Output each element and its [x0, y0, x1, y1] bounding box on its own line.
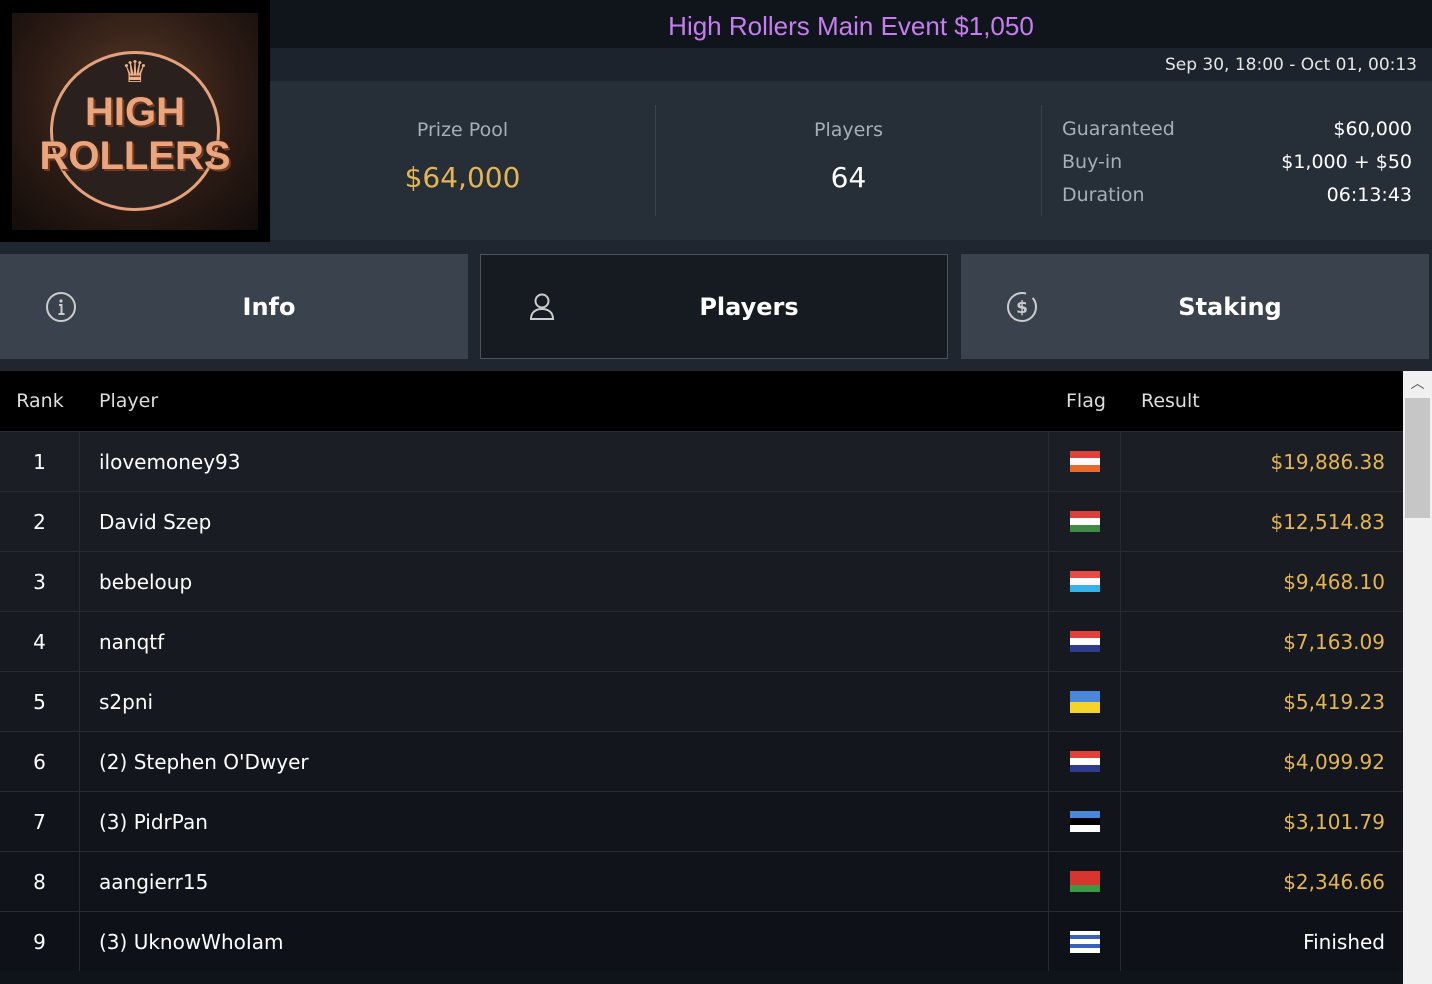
flag-cell: [1049, 792, 1121, 851]
title-bar: High Rollers Main Event $1,050: [270, 0, 1432, 48]
info-icon: [46, 291, 76, 322]
flag-cell: [1049, 912, 1121, 971]
tournament-dates: Sep 30, 18:00 - Oct 01, 00:13: [270, 48, 1432, 81]
detail-value: $60,000: [1333, 118, 1412, 140]
country-flag-icon: [1069, 510, 1100, 533]
country-flag-icon: [1069, 930, 1100, 953]
result-cell: $7,163.09: [1283, 630, 1385, 654]
scrollbar[interactable]: ︿: [1403, 371, 1432, 984]
country-flag-icon: [1069, 750, 1100, 773]
players-table: Rank Player Flag Result 1 ilovemoney93 $…: [0, 371, 1403, 984]
detail-value: 06:13:43: [1326, 184, 1412, 206]
table-row[interactable]: 8 aangierr15 $2,346.66: [0, 851, 1403, 911]
result-cell: $9,468.10: [1283, 570, 1385, 594]
player-name[interactable]: (2) Stephen O'Dwyer: [80, 732, 1049, 791]
rank-cell: 6: [0, 732, 80, 791]
rank-cell: 5: [0, 672, 80, 731]
player-name[interactable]: David Szep: [80, 492, 1049, 551]
country-flag-icon: [1069, 690, 1100, 713]
table-row[interactable]: 4 nanqtf $7,163.09: [0, 611, 1403, 671]
flag-cell: [1049, 732, 1121, 791]
country-flag-icon: [1069, 810, 1100, 833]
rank-cell: 8: [0, 852, 80, 911]
players-value: 64: [830, 161, 867, 194]
flag-cell: [1049, 672, 1121, 731]
country-flag-icon: [1069, 630, 1100, 653]
country-flag-icon: [1069, 870, 1100, 893]
table-row[interactable]: 6 (2) Stephen O'Dwyer $4,099.92: [0, 731, 1403, 791]
table-row[interactable]: 7 (3) PidrPan $3,101.79: [0, 791, 1403, 851]
detail-label: Duration: [1062, 184, 1145, 206]
tab-players[interactable]: Players: [480, 254, 948, 359]
player-name[interactable]: nanqtf: [80, 612, 1049, 671]
details-list: Guaranteed $60,000 Buy-in $1,000 + $50 Dur…: [1042, 81, 1432, 240]
detail-label: Buy-in: [1062, 151, 1123, 173]
prize-pool-value: $64,000: [404, 161, 521, 194]
player-name[interactable]: bebeloup: [80, 552, 1049, 611]
flag-cell: [1049, 612, 1121, 671]
table-row[interactable]: 9 (3) UknowWhoIam Finished: [0, 911, 1403, 971]
tab-info[interactable]: Info: [0, 254, 468, 359]
tab-label: Players: [699, 292, 799, 321]
detail-label: Guaranteed: [1062, 118, 1175, 140]
detail-value: $1,000 + $50: [1281, 151, 1412, 173]
tournament-title: High Rollers Main Event $1,050: [668, 11, 1034, 41]
dollar-icon: $: [1007, 291, 1037, 322]
tab-label: Info: [242, 292, 296, 321]
result-cell: $12,514.83: [1270, 510, 1385, 534]
flag-cell: [1049, 552, 1121, 611]
scrollbar-thumb[interactable]: [1405, 398, 1430, 518]
tab-bar: Info Players $ Staking: [0, 254, 1432, 359]
prize-pool-stat: Prize Pool $64,000: [270, 105, 656, 216]
player-name[interactable]: ilovemoney93: [80, 432, 1049, 491]
prize-pool-label: Prize Pool: [416, 119, 509, 141]
crown-icon: ♛: [121, 55, 149, 90]
country-flag-icon: [1069, 450, 1100, 473]
rank-cell: 3: [0, 552, 80, 611]
table-header: Rank Player Flag Result: [0, 371, 1403, 431]
flag-cell: [1049, 852, 1121, 911]
players-stat: Players 64: [656, 105, 1042, 216]
table-row[interactable]: 5 s2pni $5,419.23: [0, 671, 1403, 731]
table-body: 1 ilovemoney93 $19,886.38 2 David Szep $1…: [0, 431, 1403, 971]
detail-duration: Duration 06:13:43: [1062, 179, 1412, 212]
player-name[interactable]: (3) PidrPan: [80, 792, 1049, 851]
result-cell: $2,346.66: [1283, 870, 1385, 894]
flag-cell: [1049, 432, 1121, 491]
player-name[interactable]: aangierr15: [80, 852, 1049, 911]
detail-guaranteed: Guaranteed $60,000: [1062, 113, 1412, 146]
tournament-logo: ♛ HIGH ROLLERS: [0, 0, 270, 242]
player-name[interactable]: (3) UknowWhoIam: [80, 912, 1049, 971]
rank-cell: 2: [0, 492, 80, 551]
player-name[interactable]: s2pni: [80, 672, 1049, 731]
table-row[interactable]: 3 bebeloup $9,468.10: [0, 551, 1403, 611]
rank-cell: 4: [0, 612, 80, 671]
stats-panel: Prize Pool $64,000 Players 64 Guaranteed…: [270, 81, 1432, 240]
header-result[interactable]: Result: [1141, 390, 1200, 412]
result-cell: $4,099.92: [1283, 750, 1385, 774]
header-flag[interactable]: Flag: [1066, 390, 1106, 412]
table-row[interactable]: 2 David Szep $12,514.83: [0, 491, 1403, 551]
header-player[interactable]: Player: [99, 390, 159, 412]
result-cell: $19,886.38: [1270, 450, 1385, 474]
detail-buy-in: Buy-in $1,000 + $50: [1062, 146, 1412, 179]
result-cell: Finished: [1303, 930, 1385, 954]
result-cell: $3,101.79: [1283, 810, 1385, 834]
tab-staking[interactable]: $ Staking: [961, 254, 1429, 359]
country-flag-icon: [1069, 570, 1100, 593]
rank-cell: 1: [0, 432, 80, 491]
user-icon: [529, 293, 555, 320]
header-rank[interactable]: Rank: [16, 390, 64, 412]
scroll-up-icon[interactable]: ︿: [1410, 376, 1425, 392]
flag-cell: [1049, 492, 1121, 551]
logo-text: HIGH ROLLERS: [39, 90, 231, 178]
table-row[interactable]: 1 ilovemoney93 $19,886.38: [0, 431, 1403, 491]
players-label: Players: [813, 119, 884, 141]
rank-cell: 7: [0, 792, 80, 851]
svg-text:$: $: [1016, 298, 1028, 318]
rank-cell: 9: [0, 912, 80, 971]
result-cell: $5,419.23: [1283, 690, 1385, 714]
tab-label: Staking: [1178, 292, 1282, 321]
